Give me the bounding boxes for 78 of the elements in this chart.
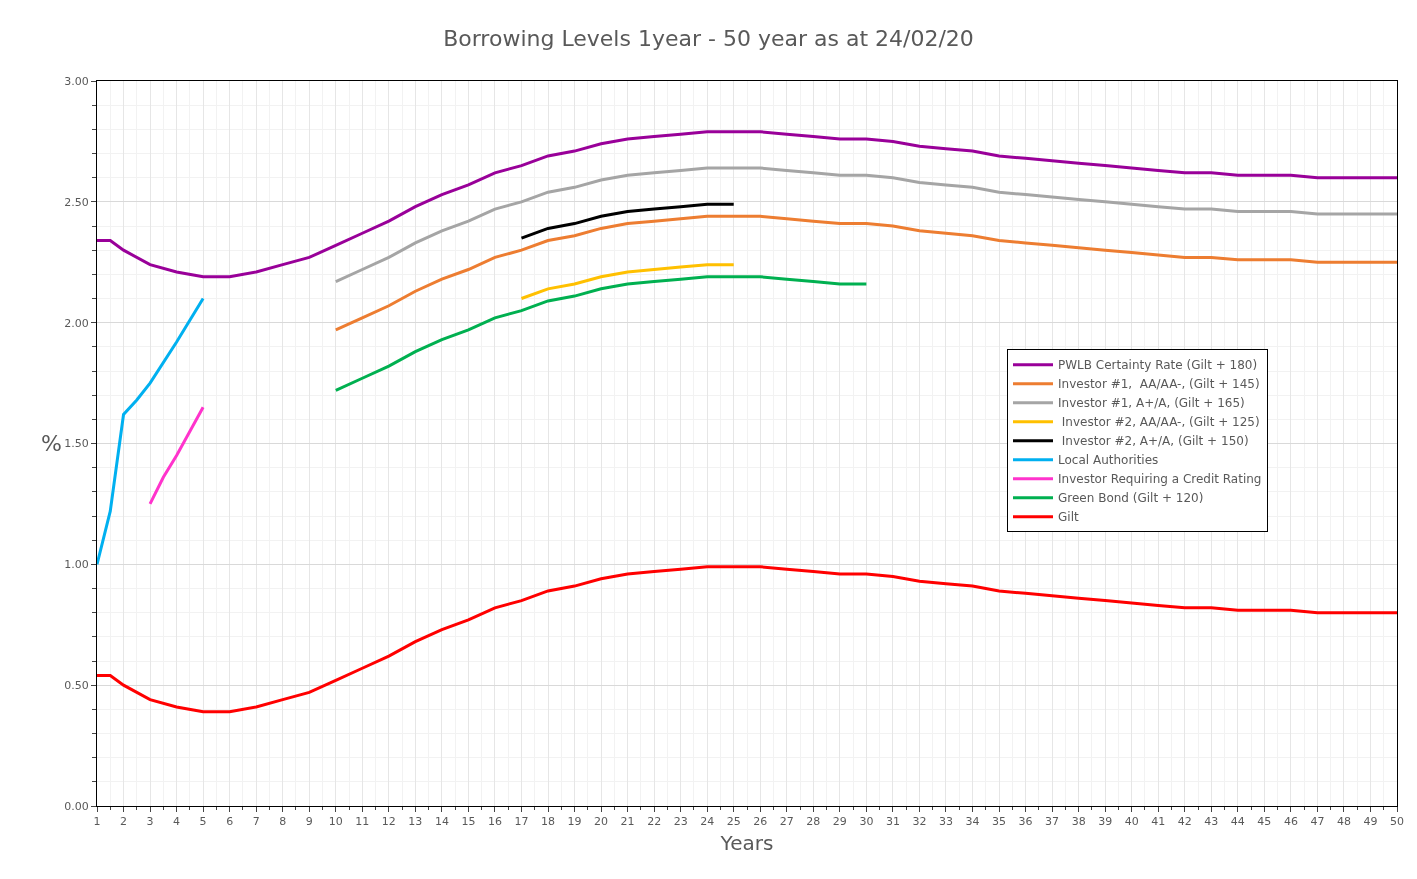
x-tick-label: 24 — [700, 815, 715, 829]
line-series — [519, 263, 736, 300]
x-tick-label: 25 — [726, 815, 741, 829]
chart-title: Borrowing Levels 1year - 50 year as at 24/02/20 — [443, 26, 974, 52]
legend-label: Investor Requiring a Credit Rating — [1058, 472, 1262, 487]
line-series — [334, 214, 1397, 332]
y-tick-label: 1.00 — [64, 558, 89, 572]
legend-label: Investor #1, AA/AA-, (Gilt + 145) — [1058, 377, 1260, 392]
x-tick-label: 14 — [434, 815, 449, 829]
line-series — [97, 130, 1397, 279]
x-tick-label: 40 — [1124, 815, 1139, 829]
line-series — [97, 297, 205, 566]
x-tick-label: 31 — [885, 815, 900, 829]
x-tick-label: 3 — [146, 815, 154, 829]
line-series — [334, 166, 1397, 284]
y-tick-label: 1.50 — [64, 437, 89, 451]
x-tick-label: 41 — [1151, 815, 1166, 829]
legend-label: Local Authorities — [1058, 453, 1159, 468]
legend-label: Investor #2, A+/A, (Gilt + 150) — [1058, 434, 1249, 449]
line-series — [334, 275, 868, 392]
line-series — [97, 565, 1397, 714]
x-tick-label: 10 — [328, 815, 343, 829]
x-tick-label: 34 — [965, 815, 980, 829]
x-tick-label: 8 — [279, 815, 287, 829]
x-tick-label: 7 — [252, 815, 260, 829]
x-tick-label: 23 — [673, 815, 688, 829]
y-axis-title: % — [41, 431, 62, 456]
x-tick-label: 26 — [753, 815, 768, 829]
x-tick-label: 46 — [1283, 815, 1298, 829]
x-tick-label: 32 — [912, 815, 927, 829]
x-tick-label: 38 — [1071, 815, 1086, 829]
x-tick-label: 5 — [199, 815, 207, 829]
x-tick-label: 22 — [647, 815, 662, 829]
legend-label: Gilt — [1058, 510, 1079, 525]
x-tick-label: 13 — [408, 815, 423, 829]
x-tick-label: 36 — [1018, 815, 1033, 829]
x-tick-label: 39 — [1098, 815, 1113, 829]
legend-label: Green Bond (Gilt + 120) — [1058, 491, 1204, 506]
x-tick-label: 17 — [514, 815, 529, 829]
y-tick-label: 0.50 — [64, 679, 89, 693]
x-tick-label: 29 — [832, 815, 847, 829]
x-tick-label: 21 — [620, 815, 635, 829]
x-tick-label: 11 — [355, 815, 370, 829]
x-tick-label: 30 — [859, 815, 874, 829]
legend-label: PWLB Certainty Rate (Gilt + 180) — [1058, 358, 1258, 373]
x-tick-label: 42 — [1177, 815, 1192, 829]
x-tick-label: 15 — [461, 815, 476, 829]
x-tick-label: 16 — [487, 815, 502, 829]
x-tick-label: 47 — [1310, 815, 1325, 829]
y-tick-label: 3.00 — [64, 74, 89, 88]
x-tick-label: 9 — [305, 815, 313, 829]
x-tick-label: 27 — [779, 815, 794, 829]
x-tick-label: 2 — [120, 815, 128, 829]
x-tick-label: 37 — [1045, 815, 1060, 829]
y-tick-label: 0.00 — [64, 799, 89, 813]
x-tick-label: 20 — [594, 815, 609, 829]
legend-label: Investor #2, AA/AA-, (Gilt + 125) — [1058, 415, 1260, 430]
x-tick-label: 6 — [226, 815, 234, 829]
x-tick-label: 33 — [938, 815, 953, 829]
x-tick-label: 44 — [1230, 815, 1245, 829]
x-axis-title: Years — [719, 830, 774, 855]
legend-label: Investor #1, A+/A, (Gilt + 165) — [1058, 396, 1245, 411]
x-tick-label: 19 — [567, 815, 582, 829]
x-tick-label: 1 — [93, 815, 101, 829]
line-series — [148, 405, 205, 506]
x-tick-label: 45 — [1257, 815, 1272, 829]
x-tick-label: 18 — [541, 815, 556, 829]
x-tick-label: 12 — [381, 815, 396, 829]
x-tick-label: 35 — [992, 815, 1007, 829]
line-series — [519, 202, 736, 240]
x-tick-label: 50 — [1390, 815, 1404, 829]
y-tick-label: 2.00 — [64, 316, 89, 330]
y-tick-label: 2.50 — [64, 195, 89, 209]
x-tick-label: 48 — [1336, 815, 1351, 829]
x-tick-label: 28 — [806, 815, 821, 829]
x-tick-label: 49 — [1363, 815, 1378, 829]
x-tick-label: 43 — [1204, 815, 1219, 829]
x-tick-label: 4 — [173, 815, 181, 829]
